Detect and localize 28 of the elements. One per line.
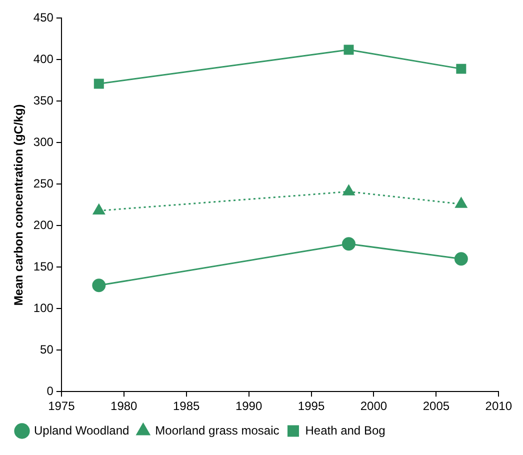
x-tick-label: 1990 [235,399,262,414]
x-tick-label: 1980 [110,399,138,414]
legend-label: Upland Woodland [34,423,130,438]
y-tick-label: 250 [33,176,54,190]
legend-label: Heath and Bog [305,423,386,438]
x-tick-label: 1975 [48,399,76,414]
point [342,237,356,251]
point [92,278,106,292]
y-tick-label: 400 [33,52,54,66]
point [456,64,466,74]
point [454,252,468,266]
x-tick-label: 2000 [360,399,388,414]
x-tick-label: 1985 [172,399,200,414]
y-tick-label: 0 [46,384,54,398]
y-tick-label: 50 [40,342,54,356]
y-axis-title: Mean carbon concentration (gC/kg) [12,104,26,306]
point [344,44,354,55]
x-tick-label: 2010 [485,399,512,414]
point [94,78,104,89]
legend-label: Moorland grass mosaic [155,423,280,438]
y-tick-label: 200 [33,218,54,232]
x-tick-label: 2005 [422,399,450,414]
y-tick-label: 300 [33,134,54,149]
y-tick-label: 100 [33,300,54,315]
y-tick-label: 350 [33,93,54,108]
x-tick-label: 1995 [298,399,325,414]
y-tick-label: 150 [33,259,54,274]
y-tick-label: 450 [33,10,54,25]
